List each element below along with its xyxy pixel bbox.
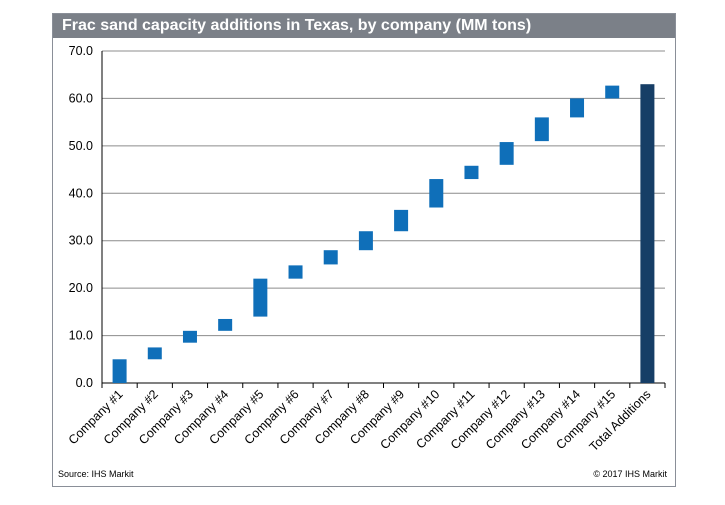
x-category-label: Total Additions [587, 387, 654, 454]
y-tick-label: 60.0 [69, 91, 93, 105]
bar-increment [570, 98, 585, 118]
y-tick-label: 30.0 [69, 234, 93, 248]
bar-increment [534, 117, 549, 142]
chart-title: Frac sand capacity additions in Texas, b… [53, 14, 675, 38]
bar-increment [218, 318, 233, 331]
bar-increment [253, 278, 268, 317]
chart-frame: 0.0 10.0 20.0 30.0 40.0 50.0 60.0 70.0 Company #… [52, 13, 676, 487]
bar-increment [147, 347, 162, 360]
bar-increment [288, 265, 303, 279]
source-note: Source: IHS Markit [58, 469, 134, 479]
bar-increment [182, 330, 197, 343]
bar-increment [464, 165, 479, 180]
bar-increment [112, 359, 127, 383]
bar-increment [429, 179, 444, 208]
y-tick-label: 0.0 [76, 376, 93, 390]
y-tick-label: 50.0 [69, 139, 93, 153]
bar-total-additions [640, 84, 655, 383]
bar-increment [605, 85, 620, 99]
bar-increment [358, 231, 373, 251]
bar-increment [499, 142, 514, 165]
y-tick-label: 40.0 [69, 186, 93, 200]
bar-increment [394, 209, 409, 232]
y-tick-label: 70.0 [69, 44, 93, 58]
copyright-note: © 2017 IHS Markit [593, 469, 667, 479]
bar-increment [323, 250, 338, 265]
y-tick-label: 10.0 [69, 329, 93, 343]
y-tick-label: 20.0 [69, 281, 93, 295]
